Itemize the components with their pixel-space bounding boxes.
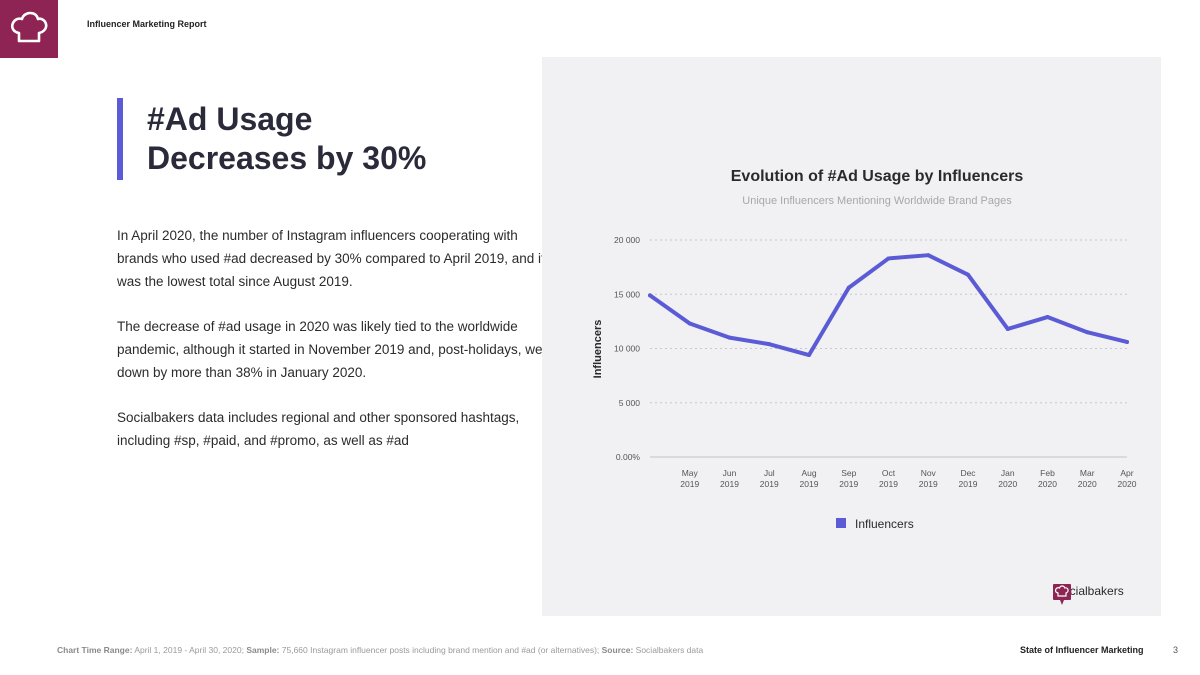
x-tick-label: Nov 2019 — [919, 468, 938, 489]
data-point — [886, 256, 891, 261]
data-point — [1125, 339, 1129, 344]
chart-subtitle: Unique Influencers Mentioning Worldwide … — [742, 195, 1012, 207]
series-line-influencers — [648, 253, 1129, 358]
y-tick-labels: 0.00% 5 000 10 000 15 000 20 000 — [614, 235, 640, 462]
x-tick-label: Sep 2019 — [839, 468, 858, 489]
data-point — [1085, 330, 1090, 335]
headline: #Ad Usage Decreases by 30% — [147, 100, 426, 178]
page-number: 3 — [1173, 645, 1179, 655]
logo-tile — [0, 0, 58, 58]
x-tick-label: Jan 2020 — [998, 468, 1017, 489]
data-point — [846, 285, 851, 290]
chef-hat-icon — [1053, 584, 1071, 605]
data-point — [767, 342, 772, 347]
y-tick-label: 20 000 — [614, 235, 640, 245]
footer-source-label: Source: — [601, 645, 634, 655]
legend-label: Influencers — [855, 517, 914, 531]
x-tick-label: Apr 2020 — [1118, 468, 1137, 489]
x-tick-label: Jul 2019 — [760, 468, 779, 489]
headline-line-2: Decreases by 30% — [147, 140, 427, 176]
y-axis-label: Influencers — [592, 320, 604, 379]
data-point — [807, 353, 811, 358]
footer-range-label: Chart Time Range: — [57, 645, 133, 655]
x-tick-label: May 2019 — [680, 468, 699, 489]
x-tick-label: Feb 2020 — [1038, 468, 1057, 489]
data-point — [687, 321, 692, 326]
data-point — [1005, 326, 1010, 331]
legend-swatch — [836, 518, 846, 528]
footer-note: Chart Time Range: April 1, 2019 - April … — [57, 645, 703, 655]
chart-panel: Evolution of #Ad Usage by Influencers Un… — [542, 57, 1161, 616]
data-point — [966, 272, 970, 277]
chart-title: Evolution of #Ad Usage by Influencers — [731, 168, 1024, 185]
socialbakers-brand: socialbakers — [1053, 584, 1124, 605]
data-point — [727, 335, 732, 340]
report-title: Influencer Marketing Report — [87, 19, 207, 29]
x-tick-label: Mar 2020 — [1078, 468, 1097, 489]
line-chart: Evolution of #Ad Usage by Influencers Un… — [592, 168, 1137, 531]
x-tick-label: Oct 2019 — [879, 468, 898, 489]
headline-accent-bar — [117, 98, 123, 180]
body-text: In April 2020, the number of Instagram i… — [117, 224, 557, 474]
body-paragraph-3: Socialbakers data includes regional and … — [117, 410, 520, 448]
chef-hat-icon — [10, 11, 48, 43]
y-tick-label: 15 000 — [614, 289, 640, 299]
x-tick-label: Dec 2019 — [959, 468, 978, 489]
x-tick-label: Jun 2019 — [720, 468, 739, 489]
x-tick-labels: May 2019 Jun 2019 Jul 2019 Aug 2019 Sep 2019 Oct 20… — [680, 468, 1136, 489]
series-layer — [648, 253, 1129, 358]
x-tick-label: Aug 2019 — [800, 468, 819, 489]
data-point — [926, 253, 931, 258]
data-point — [1045, 315, 1050, 320]
y-tick-label: 5 000 — [619, 398, 641, 408]
y-tick-label: 10 000 — [614, 344, 640, 354]
y-tick-label: 0.00% — [616, 452, 641, 462]
footer-sample-label: Sample: — [246, 645, 280, 655]
headline-line-1: #Ad Usage — [147, 101, 313, 137]
data-point — [648, 293, 652, 298]
body-paragraph-2: The decrease of #ad usage in 2020 was li… — [117, 319, 554, 380]
footer-source-value: Socialbakers data — [633, 645, 704, 655]
legend: Influencers — [836, 517, 914, 531]
grid-lines — [650, 239, 1127, 458]
footer-range-value: April 1, 2019 - April 30, 2020; — [132, 645, 247, 655]
body-paragraph-1: In April 2020, the number of Instagram i… — [117, 228, 545, 289]
footer-report-name: State of Influencer Marketing — [1020, 645, 1144, 655]
socialbakers-wordmark: socialbakers — [1057, 584, 1124, 598]
footer-sample-value: 75,660 Instagram influencer posts includ… — [279, 645, 602, 655]
